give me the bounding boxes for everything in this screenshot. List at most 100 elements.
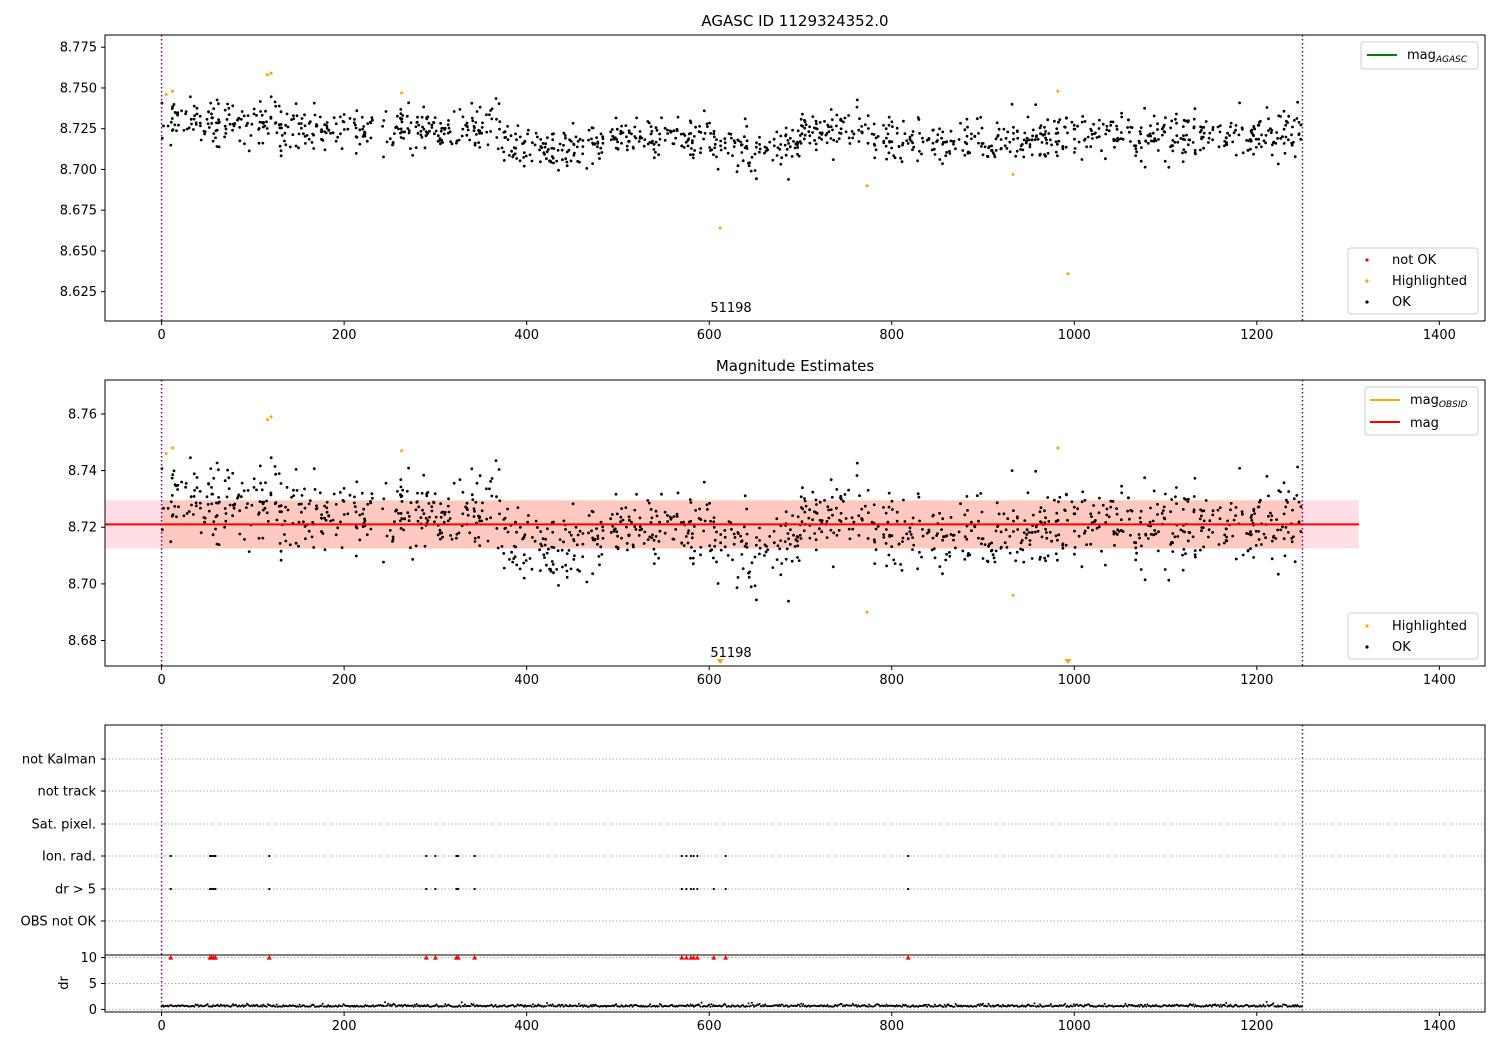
dr-gt-5-flag bbox=[473, 887, 476, 891]
ok-point bbox=[986, 155, 990, 159]
ok-point bbox=[273, 465, 277, 468]
ok-point bbox=[546, 527, 549, 531]
ok-point bbox=[601, 135, 605, 139]
ok-point bbox=[295, 114, 299, 118]
ok-point bbox=[294, 144, 298, 148]
ok-point bbox=[931, 129, 935, 132]
dr-point bbox=[1265, 1000, 1268, 1003]
ok-point bbox=[1181, 508, 1185, 511]
ok-point bbox=[787, 599, 790, 603]
ok-point bbox=[354, 510, 358, 514]
dr-point bbox=[531, 1003, 534, 1006]
ok-point bbox=[995, 121, 999, 125]
ok-point bbox=[1104, 563, 1107, 567]
ok-point bbox=[1130, 126, 1134, 129]
ok-point bbox=[1175, 134, 1179, 138]
highlighted-point bbox=[865, 610, 869, 614]
ok-point bbox=[783, 540, 787, 543]
ok-point bbox=[481, 121, 484, 125]
ok-point bbox=[715, 138, 718, 142]
ok-point bbox=[485, 113, 488, 117]
dr-clipped-marker bbox=[694, 955, 700, 960]
ok-point bbox=[1181, 568, 1185, 572]
ok-point bbox=[1285, 119, 1288, 123]
ok-point bbox=[723, 146, 727, 150]
ok-point bbox=[682, 544, 686, 547]
ok-point bbox=[1044, 527, 1047, 531]
ok-point bbox=[887, 491, 891, 495]
ok-point bbox=[1160, 127, 1164, 131]
ok-point bbox=[654, 150, 657, 154]
ok-point bbox=[663, 510, 667, 514]
ok-point bbox=[784, 557, 788, 561]
ok-point bbox=[474, 121, 478, 124]
ok-point bbox=[369, 136, 373, 140]
ok-point bbox=[1043, 556, 1046, 560]
ok-point bbox=[649, 125, 653, 128]
ok-point bbox=[687, 132, 691, 136]
ok-point bbox=[649, 508, 653, 511]
ok-point bbox=[803, 510, 807, 514]
ok-point bbox=[754, 543, 758, 547]
ok-point bbox=[1250, 513, 1254, 517]
ok-point bbox=[1070, 500, 1074, 504]
ok-point bbox=[1267, 117, 1270, 121]
ok-point bbox=[674, 528, 678, 531]
ok-point bbox=[1010, 469, 1014, 472]
ok-point bbox=[495, 136, 499, 139]
ok-point bbox=[297, 520, 301, 524]
ok-point bbox=[1171, 532, 1175, 535]
ok-point bbox=[556, 148, 560, 152]
ok-point bbox=[415, 500, 419, 504]
highlighted-legend-label-2: Highlighted bbox=[1392, 619, 1467, 634]
ok-point bbox=[716, 582, 720, 585]
ok-point bbox=[363, 519, 367, 523]
ok-point bbox=[384, 110, 388, 113]
ok-point bbox=[820, 530, 824, 534]
ok-point bbox=[522, 151, 526, 155]
ok-point bbox=[858, 117, 861, 120]
ok-point bbox=[1202, 545, 1205, 549]
ok-point bbox=[303, 124, 307, 128]
dr-point bbox=[1225, 1001, 1228, 1004]
panel2-x-tick-label: 200 bbox=[332, 673, 357, 688]
ok-point bbox=[620, 141, 623, 145]
ok-point bbox=[371, 118, 374, 122]
ok-point bbox=[1284, 505, 1288, 509]
dr-point bbox=[390, 1005, 393, 1008]
ok-point bbox=[323, 148, 327, 152]
ok-point bbox=[403, 130, 407, 134]
ok-point bbox=[502, 159, 506, 162]
ok-point bbox=[1144, 139, 1148, 143]
ok-point bbox=[175, 515, 178, 519]
ok-point bbox=[585, 167, 589, 170]
ok-point bbox=[675, 515, 679, 518]
ok-point bbox=[1134, 147, 1138, 151]
dr-point bbox=[982, 1002, 984, 1005]
ok-point bbox=[470, 116, 474, 120]
ok-point bbox=[743, 525, 746, 529]
ok-point bbox=[748, 161, 751, 165]
ok-point bbox=[409, 546, 412, 550]
ok-point bbox=[830, 495, 834, 499]
ok-point bbox=[210, 502, 214, 506]
ok-point bbox=[1030, 153, 1034, 157]
ok-point bbox=[192, 495, 196, 498]
ok-point bbox=[438, 137, 442, 140]
ok-point bbox=[231, 471, 235, 475]
ok-point bbox=[872, 503, 876, 507]
dr-point bbox=[1000, 1005, 1003, 1008]
ok-point bbox=[1153, 529, 1157, 532]
ok-point bbox=[1193, 553, 1197, 557]
ok-point bbox=[406, 127, 410, 130]
dr-point bbox=[320, 1004, 323, 1007]
ok-point bbox=[423, 146, 427, 150]
ok-point bbox=[1252, 152, 1255, 156]
ok-point bbox=[599, 520, 603, 524]
ok-point bbox=[551, 530, 555, 534]
ok-point bbox=[981, 557, 985, 560]
ok-point bbox=[545, 150, 549, 154]
ok-point bbox=[654, 140, 658, 144]
ok-point bbox=[980, 126, 984, 130]
ok-point bbox=[627, 139, 630, 143]
